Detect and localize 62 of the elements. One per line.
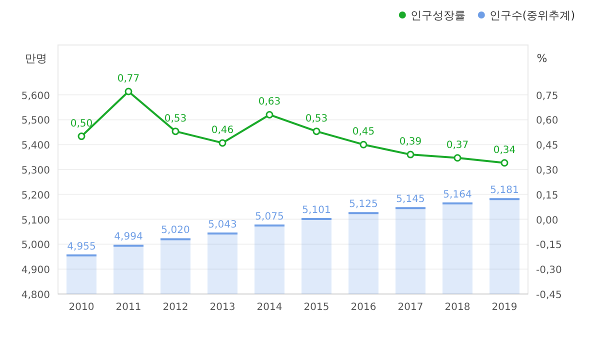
y2-tick-label: -0,30 <box>536 265 562 276</box>
y2-tick-label: 0,15 <box>536 190 558 202</box>
data-label: 5,075 <box>255 212 284 223</box>
data-label: 5,125 <box>349 199 378 210</box>
y2-axis-title: % <box>536 52 548 65</box>
y-tick-label: 5,200 <box>21 190 50 202</box>
data-label: 0,45 <box>352 126 375 138</box>
legend-label: 인구수(중위추계) <box>489 9 575 22</box>
point <box>124 88 132 96</box>
y-tick-label: 5,100 <box>21 215 50 226</box>
data-label: 5,101 <box>302 205 331 216</box>
y-tick-label: 5,500 <box>21 116 50 127</box>
x-tick-label: 2014 <box>256 302 282 313</box>
y-tick-label: 4,800 <box>21 290 50 301</box>
data-label: 0,53 <box>164 113 187 124</box>
y2-tick-label: -0,45 <box>536 290 562 301</box>
y2-tick-label: 0,00 <box>536 215 558 226</box>
y2-tick-label: 0,30 <box>536 166 558 176</box>
data-label: 0,37 <box>446 140 469 151</box>
data-label: 0,77 <box>117 73 140 84</box>
data-label: 4,955 <box>67 241 96 252</box>
point <box>454 154 462 162</box>
y-tick-label: 4,900 <box>21 265 50 276</box>
point <box>500 159 508 167</box>
point <box>406 150 414 158</box>
data-label: 0,46 <box>211 124 234 136</box>
point <box>312 128 320 136</box>
x-tick-label: 2018 <box>444 302 470 313</box>
y-tick-label: 5,600 <box>21 90 50 102</box>
point <box>78 132 86 140</box>
x-tick-label: 2010 <box>68 302 94 313</box>
y2-tick-label: 0,45 <box>536 140 558 152</box>
point <box>218 139 226 147</box>
data-label: 5,145 <box>396 194 425 206</box>
x-tick-label: 2015 <box>304 302 330 313</box>
y-axis-title: 만명 <box>25 52 47 65</box>
data-label: 0,50 <box>70 118 93 130</box>
data-label: 5,043 <box>208 219 237 230</box>
x-tick-label: 2016 <box>350 302 376 313</box>
data-label: 5,181 <box>490 185 519 196</box>
point <box>172 128 180 136</box>
x-tick-label: 2011 <box>116 302 142 313</box>
point <box>266 110 274 118</box>
y-tick-label: 5,400 <box>21 140 50 152</box>
data-label: 0,34 <box>493 144 516 156</box>
point <box>360 140 368 148</box>
data-label: 4,994 <box>114 232 143 243</box>
x-tick-label: 2013 <box>210 302 236 313</box>
y-tick-label: 5,300 <box>21 166 50 176</box>
y2-tick-label: -0,15 <box>536 240 562 252</box>
y2-tick-label: 0,60 <box>536 116 558 127</box>
data-label: 0,53 <box>305 113 328 124</box>
x-tick-label: 2017 <box>398 302 424 313</box>
x-tick-label: 2019 <box>492 302 518 313</box>
y-tick-label: 5,000 <box>21 240 50 252</box>
data-label: 5,020 <box>161 225 190 236</box>
data-label: 0,39 <box>399 136 422 148</box>
x-tick-label: 2012 <box>162 302 188 313</box>
data-label: 5,164 <box>443 189 472 200</box>
legend-label: 인구성장률 <box>410 9 466 22</box>
y2-tick-label: 0,75 <box>536 90 558 102</box>
data-label: 0,63 <box>258 96 281 108</box>
